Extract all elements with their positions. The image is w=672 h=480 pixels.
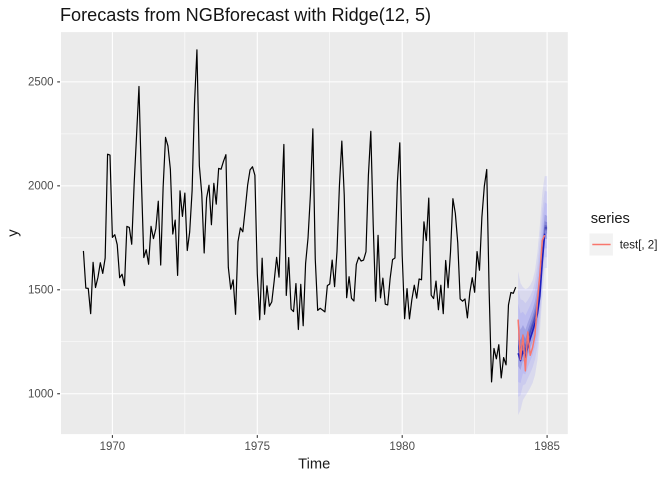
svg-text:test[, 2]: test[, 2]	[620, 240, 658, 252]
svg-text:Forecasts from NGBforecast wit: Forecasts from NGBforecast with Ridge(12…	[60, 5, 431, 25]
svg-text:y: y	[5, 229, 21, 237]
svg-text:1970: 1970	[100, 441, 126, 453]
svg-text:2000: 2000	[28, 180, 54, 192]
svg-text:2500: 2500	[28, 76, 54, 88]
svg-text:1980: 1980	[389, 441, 415, 453]
svg-text:1000: 1000	[28, 388, 54, 400]
svg-text:1985: 1985	[534, 441, 560, 453]
svg-text:1500: 1500	[28, 284, 54, 296]
svg-text:series: series	[591, 211, 630, 227]
svg-text:1975: 1975	[245, 441, 271, 453]
svg-text:Time: Time	[298, 457, 330, 473]
